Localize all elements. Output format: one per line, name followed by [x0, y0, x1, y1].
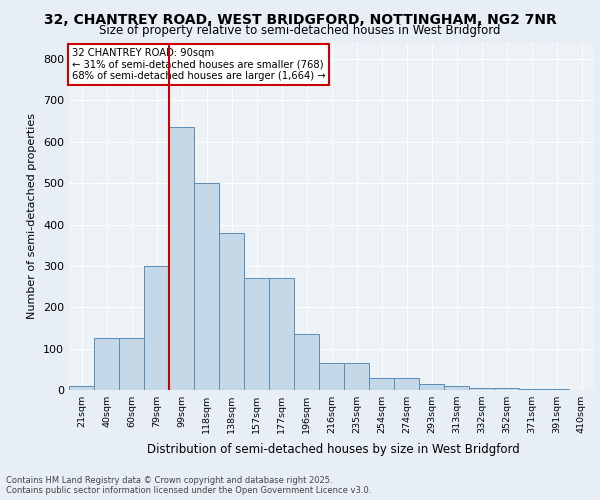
Bar — [269, 278, 294, 390]
Text: 32 CHANTREY ROAD: 90sqm
← 31% of semi-detached houses are smaller (768)
68% of s: 32 CHANTREY ROAD: 90sqm ← 31% of semi-de… — [71, 48, 325, 81]
Bar — [419, 384, 444, 390]
Text: Distribution of semi-detached houses by size in West Bridgford: Distribution of semi-detached houses by … — [146, 442, 520, 456]
Bar — [369, 378, 394, 390]
Bar — [444, 386, 469, 390]
Bar — [94, 338, 119, 390]
Text: 32, CHANTREY ROAD, WEST BRIDGFORD, NOTTINGHAM, NG2 7NR: 32, CHANTREY ROAD, WEST BRIDGFORD, NOTTI… — [44, 12, 556, 26]
Bar — [394, 378, 419, 390]
Bar — [119, 338, 144, 390]
Bar — [294, 334, 319, 390]
Bar — [344, 363, 369, 390]
Text: Contains HM Land Registry data © Crown copyright and database right 2025.
Contai: Contains HM Land Registry data © Crown c… — [6, 476, 371, 495]
Bar — [219, 233, 244, 390]
Bar — [544, 389, 569, 390]
Bar — [169, 128, 194, 390]
Bar — [244, 278, 269, 390]
Bar — [144, 266, 169, 390]
Bar — [469, 388, 494, 390]
Text: Size of property relative to semi-detached houses in West Bridgford: Size of property relative to semi-detach… — [99, 24, 501, 37]
Bar — [194, 183, 219, 390]
Bar — [319, 363, 344, 390]
Bar — [494, 388, 519, 390]
Bar — [69, 386, 94, 390]
Y-axis label: Number of semi-detached properties: Number of semi-detached properties — [28, 114, 37, 320]
Bar — [519, 389, 544, 390]
